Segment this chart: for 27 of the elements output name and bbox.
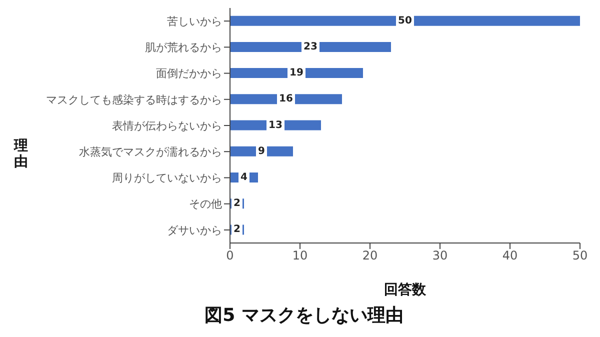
y-axis-title: 理由	[14, 138, 29, 170]
data-label: 19	[290, 68, 304, 79]
y-tick-label: 肌が荒れるから	[145, 41, 222, 54]
y-tick-label: ダサいから	[167, 224, 222, 237]
x-axis-title: 回答数	[384, 282, 427, 298]
y-tick-label: 周りがしていないから	[112, 172, 222, 185]
data-label: 13	[268, 120, 282, 131]
y-tick-label: 面倒だかから	[156, 67, 222, 80]
y-tick-label: マスクしても感染する時はするから	[46, 93, 222, 106]
data-label: 2	[234, 198, 241, 210]
y-tick-label: 苦しいから	[167, 14, 222, 28]
x-tick-label: 0	[226, 248, 234, 263]
data-label: 23	[304, 41, 318, 52]
x-tick-label: 50	[572, 248, 588, 263]
data-label: 50	[398, 15, 412, 26]
x-tick-label: 10	[292, 248, 308, 263]
x-tick-label: 20	[362, 248, 378, 263]
data-label: 2	[234, 224, 241, 236]
data-label: 4	[240, 172, 248, 183]
y-tick-label: 水蒸気でマスクが濡れるから	[79, 146, 222, 159]
y-tick-label: 表情が伝わらないから	[112, 119, 222, 132]
x-tick-label: 40	[502, 248, 518, 263]
x-tick-label: 30	[432, 248, 448, 263]
text: 図5 マスクをしない理由	[204, 304, 404, 328]
data-label: 9	[258, 146, 266, 157]
y-tick-label: その他	[189, 198, 222, 211]
data-label: 16	[279, 94, 293, 105]
